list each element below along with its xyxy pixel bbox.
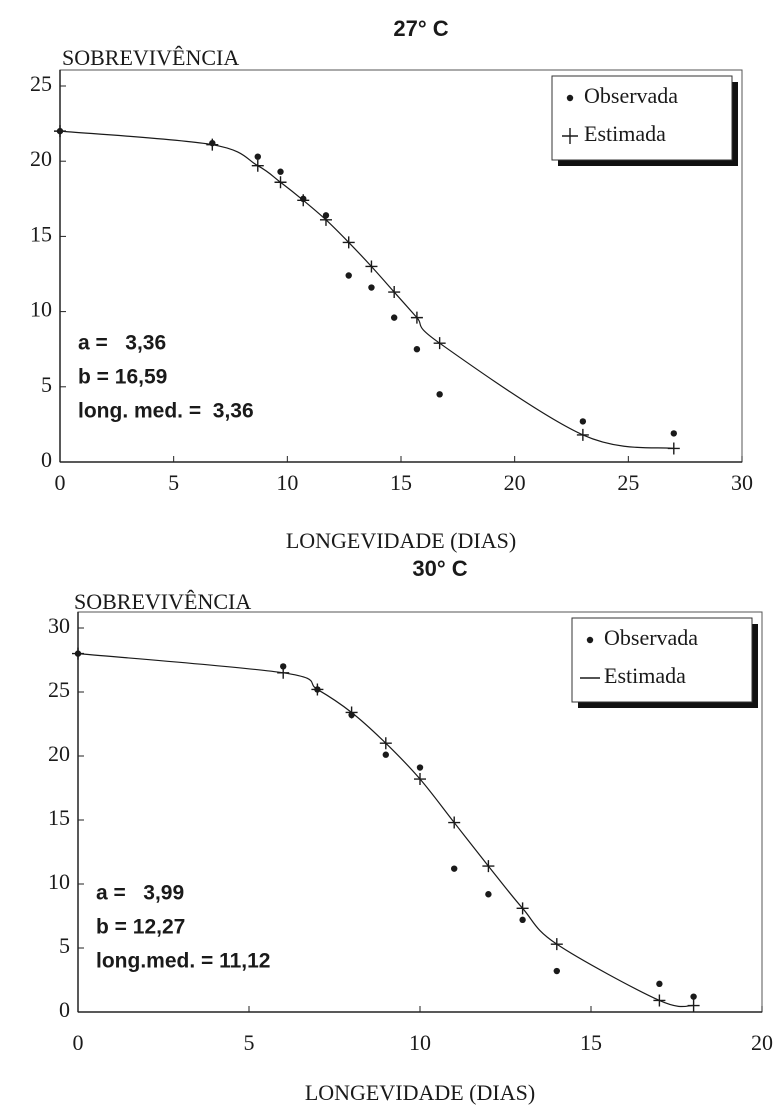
estimated-point bbox=[433, 337, 446, 350]
observed-point bbox=[519, 916, 526, 924]
estimated-point bbox=[274, 176, 287, 189]
observed-point bbox=[416, 764, 424, 771]
y-tick-label: 20 bbox=[48, 741, 70, 766]
observed-point bbox=[390, 314, 398, 321]
estimated-point bbox=[516, 902, 529, 915]
y-tick-label: 20 bbox=[30, 146, 52, 171]
x-tick-label: 25 bbox=[617, 470, 639, 495]
annotation: b = 12,27 bbox=[96, 916, 185, 939]
observed-point bbox=[656, 980, 663, 988]
legend-label: Observada bbox=[584, 83, 678, 108]
x-tick-label: 5 bbox=[168, 470, 179, 495]
estimated-point bbox=[345, 706, 358, 719]
observed-point bbox=[485, 891, 492, 898]
y-axis-label: SOBREVIVÊNCIA bbox=[62, 45, 239, 70]
legend-symbol bbox=[566, 94, 574, 102]
fitted-curve bbox=[59, 130, 674, 450]
observed-point bbox=[254, 153, 261, 160]
estimated-point bbox=[365, 260, 378, 273]
x-tick-label: 20 bbox=[504, 470, 526, 495]
y-tick-label: 30 bbox=[48, 613, 70, 638]
estimated-point bbox=[482, 860, 495, 873]
y-tick-label: 10 bbox=[30, 297, 52, 322]
estimated-point bbox=[667, 442, 680, 455]
estimated-point bbox=[319, 213, 332, 226]
x-axis-label: LONGEVIDADE (DIAS) bbox=[286, 528, 516, 553]
estimated-point bbox=[410, 311, 423, 324]
estimated-point bbox=[388, 286, 401, 299]
y-tick-label: 0 bbox=[41, 447, 52, 472]
annotation: long.med. = 11,12 bbox=[96, 950, 271, 973]
observed-point bbox=[413, 346, 421, 353]
legend-symbol bbox=[562, 128, 578, 144]
estimated-point bbox=[297, 194, 310, 207]
y-tick-label: 25 bbox=[48, 677, 70, 702]
estimated-point bbox=[277, 666, 290, 679]
legend-label: Observada bbox=[604, 625, 698, 650]
legend-box bbox=[571, 617, 753, 703]
observed-point bbox=[280, 663, 287, 670]
y-tick-label: 5 bbox=[59, 933, 70, 958]
x-tick-label: 0 bbox=[55, 470, 66, 495]
legend-symbol bbox=[586, 636, 594, 644]
observed-point bbox=[670, 430, 677, 437]
legend-box bbox=[551, 75, 733, 161]
x-tick-label: 15 bbox=[580, 1030, 602, 1055]
y-tick-label: 15 bbox=[30, 221, 52, 246]
annotation: long. med. = 3,36 bbox=[78, 400, 254, 423]
observed-point bbox=[345, 272, 352, 279]
fitted-curve bbox=[77, 653, 694, 1008]
observed-point bbox=[277, 168, 284, 175]
estimated-point bbox=[379, 737, 392, 750]
estimated-point bbox=[72, 647, 84, 660]
observed-point bbox=[436, 391, 443, 398]
estimated-point bbox=[448, 816, 461, 829]
y-tick-label: 10 bbox=[48, 869, 70, 894]
legend-label: Estimada bbox=[604, 663, 686, 688]
observed-point bbox=[690, 993, 697, 1000]
estimated-point bbox=[414, 773, 426, 786]
x-tick-label: 30 bbox=[731, 470, 753, 495]
y-tick-label: 0 bbox=[59, 997, 70, 1022]
estimated-point bbox=[653, 994, 666, 1007]
y-tick-label: 5 bbox=[41, 372, 52, 397]
y-tick-label: 15 bbox=[48, 805, 70, 830]
x-axis-label: LONGEVIDADE (DIAS) bbox=[305, 1080, 535, 1105]
x-tick-label: 10 bbox=[276, 470, 298, 495]
legend-label: Estimada bbox=[584, 121, 666, 146]
annotation: a = 3,99 bbox=[96, 882, 184, 905]
estimated-point bbox=[251, 159, 264, 172]
chart-title: 30° C bbox=[412, 556, 467, 581]
observed-point bbox=[553, 967, 560, 975]
x-tick-label: 10 bbox=[409, 1030, 431, 1055]
observed-point bbox=[451, 865, 458, 872]
x-tick-label: 15 bbox=[390, 470, 412, 495]
observed-point bbox=[579, 418, 587, 425]
estimated-point bbox=[687, 999, 700, 1012]
estimated-point bbox=[311, 683, 324, 696]
observed-point bbox=[368, 284, 375, 291]
estimated-point bbox=[342, 236, 355, 249]
y-tick-label: 25 bbox=[30, 71, 52, 96]
x-tick-label: 0 bbox=[73, 1030, 84, 1055]
estimated-point bbox=[550, 938, 563, 951]
annotation: a = 3,36 bbox=[78, 332, 166, 355]
estimated-point bbox=[576, 428, 589, 441]
y-axis-label: SOBREVIVÊNCIA bbox=[74, 589, 251, 614]
x-tick-label: 20 bbox=[751, 1030, 773, 1055]
estimated-point bbox=[54, 125, 66, 138]
chart-title: 27° C bbox=[393, 16, 448, 41]
estimated-point bbox=[206, 138, 219, 151]
annotation: b = 16,59 bbox=[78, 366, 167, 389]
x-tick-label: 5 bbox=[244, 1030, 255, 1055]
observed-point bbox=[382, 751, 389, 758]
